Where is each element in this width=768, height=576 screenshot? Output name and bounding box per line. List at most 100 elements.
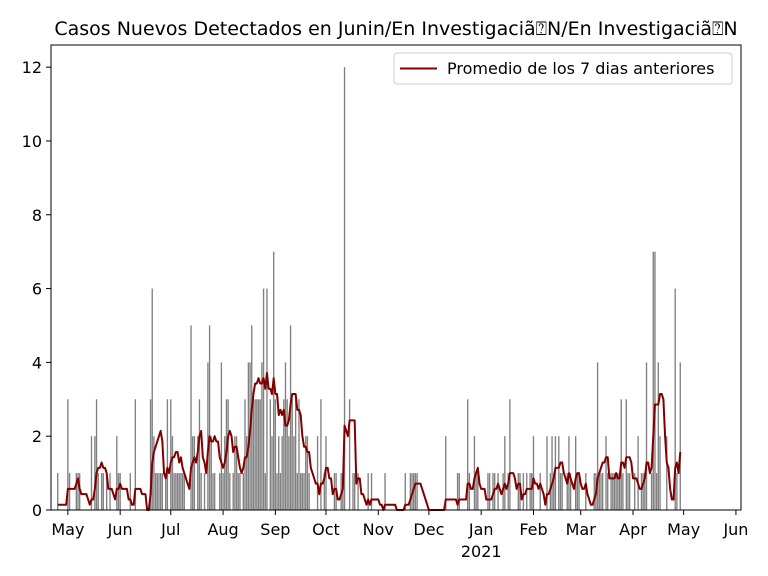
bar xyxy=(532,436,535,510)
bar xyxy=(504,436,506,510)
bar xyxy=(100,473,103,510)
bar xyxy=(473,436,476,510)
bar xyxy=(676,473,678,510)
bar xyxy=(57,473,59,510)
bar xyxy=(229,473,231,510)
bar xyxy=(612,473,614,510)
bar xyxy=(610,473,612,510)
bar xyxy=(645,362,648,510)
bar xyxy=(254,399,256,510)
bar xyxy=(640,473,643,510)
bar xyxy=(173,473,175,510)
bar xyxy=(654,251,656,511)
bar xyxy=(679,362,681,510)
bar xyxy=(232,473,234,510)
bar xyxy=(507,473,509,510)
bar xyxy=(237,473,239,510)
bar xyxy=(367,473,369,510)
bar xyxy=(286,399,288,510)
bar xyxy=(77,473,79,510)
bar xyxy=(566,473,568,510)
bar xyxy=(266,288,268,510)
y-tick-label: 0 xyxy=(32,501,42,520)
bar xyxy=(644,473,646,510)
y-tick-label: 10 xyxy=(22,132,42,151)
bar xyxy=(301,473,304,510)
bar xyxy=(642,473,644,510)
bar xyxy=(622,473,624,510)
bar xyxy=(289,325,292,510)
legend-label: Promedio de los 7 dias anteriores xyxy=(447,59,714,78)
bar xyxy=(674,288,676,510)
bar xyxy=(119,473,121,510)
bar xyxy=(281,436,283,510)
x-tick-label: Sep xyxy=(260,520,290,539)
bar xyxy=(308,473,310,510)
bar xyxy=(134,399,137,510)
bar xyxy=(370,473,373,510)
bar xyxy=(175,473,177,510)
bar xyxy=(559,473,562,510)
bar xyxy=(159,473,162,510)
y-tick-label: 2 xyxy=(32,427,42,446)
bar xyxy=(596,362,599,510)
x-tick-label: Jul xyxy=(160,520,180,539)
bar xyxy=(90,436,93,510)
bar xyxy=(628,473,631,510)
bar xyxy=(198,399,201,510)
bar xyxy=(300,473,302,510)
bar xyxy=(467,399,469,510)
average-line xyxy=(57,371,682,511)
bar xyxy=(488,473,491,510)
bar xyxy=(551,436,553,510)
bar xyxy=(652,251,654,511)
bar xyxy=(283,399,285,510)
bar xyxy=(600,473,602,510)
bar xyxy=(343,67,346,510)
bar xyxy=(176,473,179,510)
bar xyxy=(509,399,511,510)
bar xyxy=(546,436,548,510)
bar xyxy=(296,473,298,510)
bar xyxy=(213,473,216,510)
bar xyxy=(618,473,621,510)
bar xyxy=(178,473,180,510)
bar xyxy=(190,325,192,510)
x-tick-label: Jun xyxy=(722,520,748,539)
bar xyxy=(539,473,541,510)
bar xyxy=(576,473,579,510)
bar xyxy=(613,473,616,510)
x-tick-label: Oct xyxy=(312,520,340,539)
bar xyxy=(97,473,99,510)
bar xyxy=(487,473,489,510)
bar xyxy=(352,473,354,510)
bar xyxy=(284,362,287,510)
bar xyxy=(458,473,460,510)
bar xyxy=(247,362,250,510)
bar xyxy=(165,473,167,510)
bar xyxy=(181,473,184,510)
bar xyxy=(320,399,322,510)
bar xyxy=(627,473,629,510)
bar xyxy=(475,473,477,510)
bar xyxy=(306,436,309,510)
bar xyxy=(227,399,229,510)
bar xyxy=(264,473,266,510)
x-tick-label: Jun xyxy=(107,520,133,539)
bar xyxy=(637,436,639,510)
bar xyxy=(305,436,307,510)
bar xyxy=(445,436,447,510)
bar xyxy=(607,473,609,510)
bar xyxy=(94,436,96,510)
bar xyxy=(477,473,479,510)
bar xyxy=(95,399,98,510)
bar xyxy=(259,399,261,510)
bar xyxy=(180,473,182,510)
bar xyxy=(414,473,417,510)
y-axis: 0 2 4 6 8 10 12 xyxy=(22,58,51,520)
bar xyxy=(531,473,533,510)
x-tick-label: May xyxy=(667,520,700,539)
bar xyxy=(222,473,224,510)
bar xyxy=(170,399,172,510)
